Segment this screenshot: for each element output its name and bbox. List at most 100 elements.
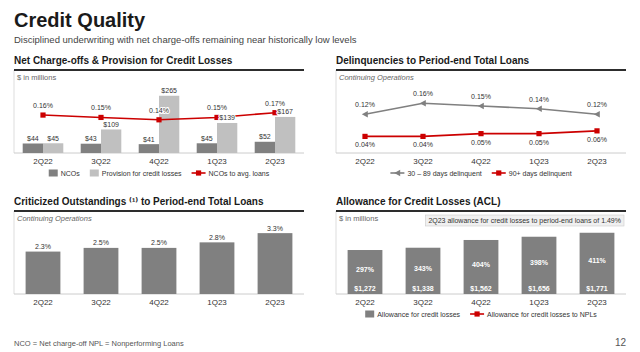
page-subtitle: Disciplined underwriting with net charge… (14, 34, 357, 45)
point (362, 111, 368, 117)
bar (255, 142, 275, 153)
data-label: $1,656 (528, 285, 550, 293)
legend-entry: NCOs to avg. loans (209, 170, 270, 178)
data-label: $45 (47, 135, 59, 142)
bar (101, 129, 121, 153)
data-label: 0.17% (265, 100, 285, 107)
bar (522, 237, 557, 294)
data-label: 398% (530, 259, 549, 266)
data-label: $1,338 (412, 285, 434, 293)
header-rule (14, 69, 304, 71)
legend-swatch (49, 170, 58, 177)
point (594, 111, 600, 117)
plot-area (23, 96, 296, 153)
x-tick-label: 2Q23 (265, 298, 285, 307)
data-labels: $44$43$41$45$52$45$109$265$139$1670.16%0… (27, 87, 293, 142)
footer-note: NCO = Net charge-off NPL = Nonperforming… (14, 339, 184, 348)
data-label: 404% (472, 261, 491, 268)
plot-area (348, 233, 615, 294)
data-label: 0.12% (355, 101, 375, 108)
x-tick-label: 4Q22 (471, 298, 491, 307)
line (365, 103, 597, 114)
bar (464, 240, 499, 294)
data-label: 297% (356, 266, 375, 273)
x-tick-label: 1Q23 (529, 298, 549, 307)
plot-area (26, 233, 293, 294)
panel: Allowance for Credit Losses (ACL)2Q223Q2… (336, 196, 626, 318)
x-tick-label: 2Q22 (355, 298, 375, 307)
chart-title: Delinquencies to Period-end Total Loans (336, 55, 530, 66)
note-box: 2Q23 allowance for credit losses to peri… (425, 215, 624, 226)
data-label: $41 (143, 136, 155, 143)
x-tick-label: 1Q23 (529, 157, 549, 166)
x-tick-label: 2Q23 (265, 157, 285, 166)
point (536, 106, 542, 112)
bar (43, 143, 63, 153)
data-label: $109 (103, 121, 119, 128)
x-tick-label: 4Q22 (149, 157, 169, 166)
y-axis-line (14, 211, 15, 294)
legend-entry: Allowance for credit losses to NPLs (487, 311, 597, 318)
bar (81, 144, 101, 153)
x-axis-line (336, 153, 626, 154)
point (420, 100, 426, 106)
plot-area (362, 100, 600, 139)
note: 2Q23 allowance for credit losses to peri… (428, 217, 621, 225)
bar (348, 250, 383, 294)
legend-marker (474, 311, 479, 316)
legend-entry: 90+ days delinquent (509, 170, 572, 178)
legend-swatch (90, 170, 99, 177)
data-label: 2.5% (151, 239, 167, 246)
y-axis-label: $ in millions (339, 214, 378, 223)
data-label: $1,771 (586, 285, 608, 293)
legend-entry: Provision for credit losses (102, 170, 182, 177)
x-tick-label: 3Q22 (91, 157, 111, 166)
data-label: $1,272 (354, 285, 376, 293)
legend-marker (496, 170, 501, 175)
bar (580, 233, 615, 294)
data-label: $1,562 (470, 285, 492, 293)
data-label: 343% (414, 265, 433, 272)
x-tick-label: 2Q23 (587, 298, 607, 307)
bar (200, 242, 235, 294)
point (478, 131, 483, 136)
bar (139, 144, 159, 153)
data-label: 411% (588, 257, 606, 264)
bar (217, 123, 237, 153)
panel: Delinquencies to Period-end Total Loans2… (336, 55, 626, 178)
data-label: 0.15% (207, 104, 227, 111)
legend: Allowance for credit lossesAllowance for… (365, 311, 597, 319)
bar (197, 143, 217, 153)
legend-entry: NCOs (61, 170, 81, 177)
header-rule (336, 69, 626, 71)
data-labels: $1,272 $1,338 $1,562 $1,656 $1,771 297% 343% 40… (354, 257, 608, 293)
data-label: $139 (219, 114, 235, 121)
data-label: 0.16% (413, 90, 433, 97)
line (365, 131, 597, 137)
x-tick-label: 1Q23 (207, 298, 227, 307)
chart-title: Criticized Outstandings ⁽¹⁾ to Period-en… (14, 196, 264, 207)
data-label: 0.14% (529, 96, 549, 103)
panel: Net Charge-offs & Provision for Credit L… (14, 55, 304, 178)
x-tick-label: 4Q22 (149, 298, 169, 307)
x-tick-label: 3Q22 (91, 298, 111, 307)
y-axis-line (336, 70, 337, 153)
data-label: 0.12% (587, 101, 607, 108)
data-label: $44 (27, 135, 39, 142)
panel: Criticized Outstandings ⁽¹⁾ to Period-en… (14, 196, 304, 307)
data-label: 0.06% (587, 136, 607, 143)
bar (84, 248, 119, 294)
data-label: 3.3% (267, 225, 283, 232)
y-axis-label: $ in millions (17, 73, 56, 82)
point (478, 103, 484, 109)
data-label: 0.14% (149, 107, 169, 114)
bar (275, 117, 295, 153)
chart-title: Allowance for Credit Losses (ACL) (336, 196, 500, 207)
data-label: 0.04% (355, 141, 375, 148)
data-label: $43 (85, 135, 97, 142)
data-label: $45 (201, 135, 213, 142)
x-tick-label: 2Q22 (33, 157, 53, 166)
data-label: 2.3% (35, 243, 51, 250)
data-labels: 2.3%2.5%2.5%2.8%3.3% (35, 225, 283, 250)
legend: 30 – 89 days delinquent90+ days delinque… (390, 170, 571, 178)
